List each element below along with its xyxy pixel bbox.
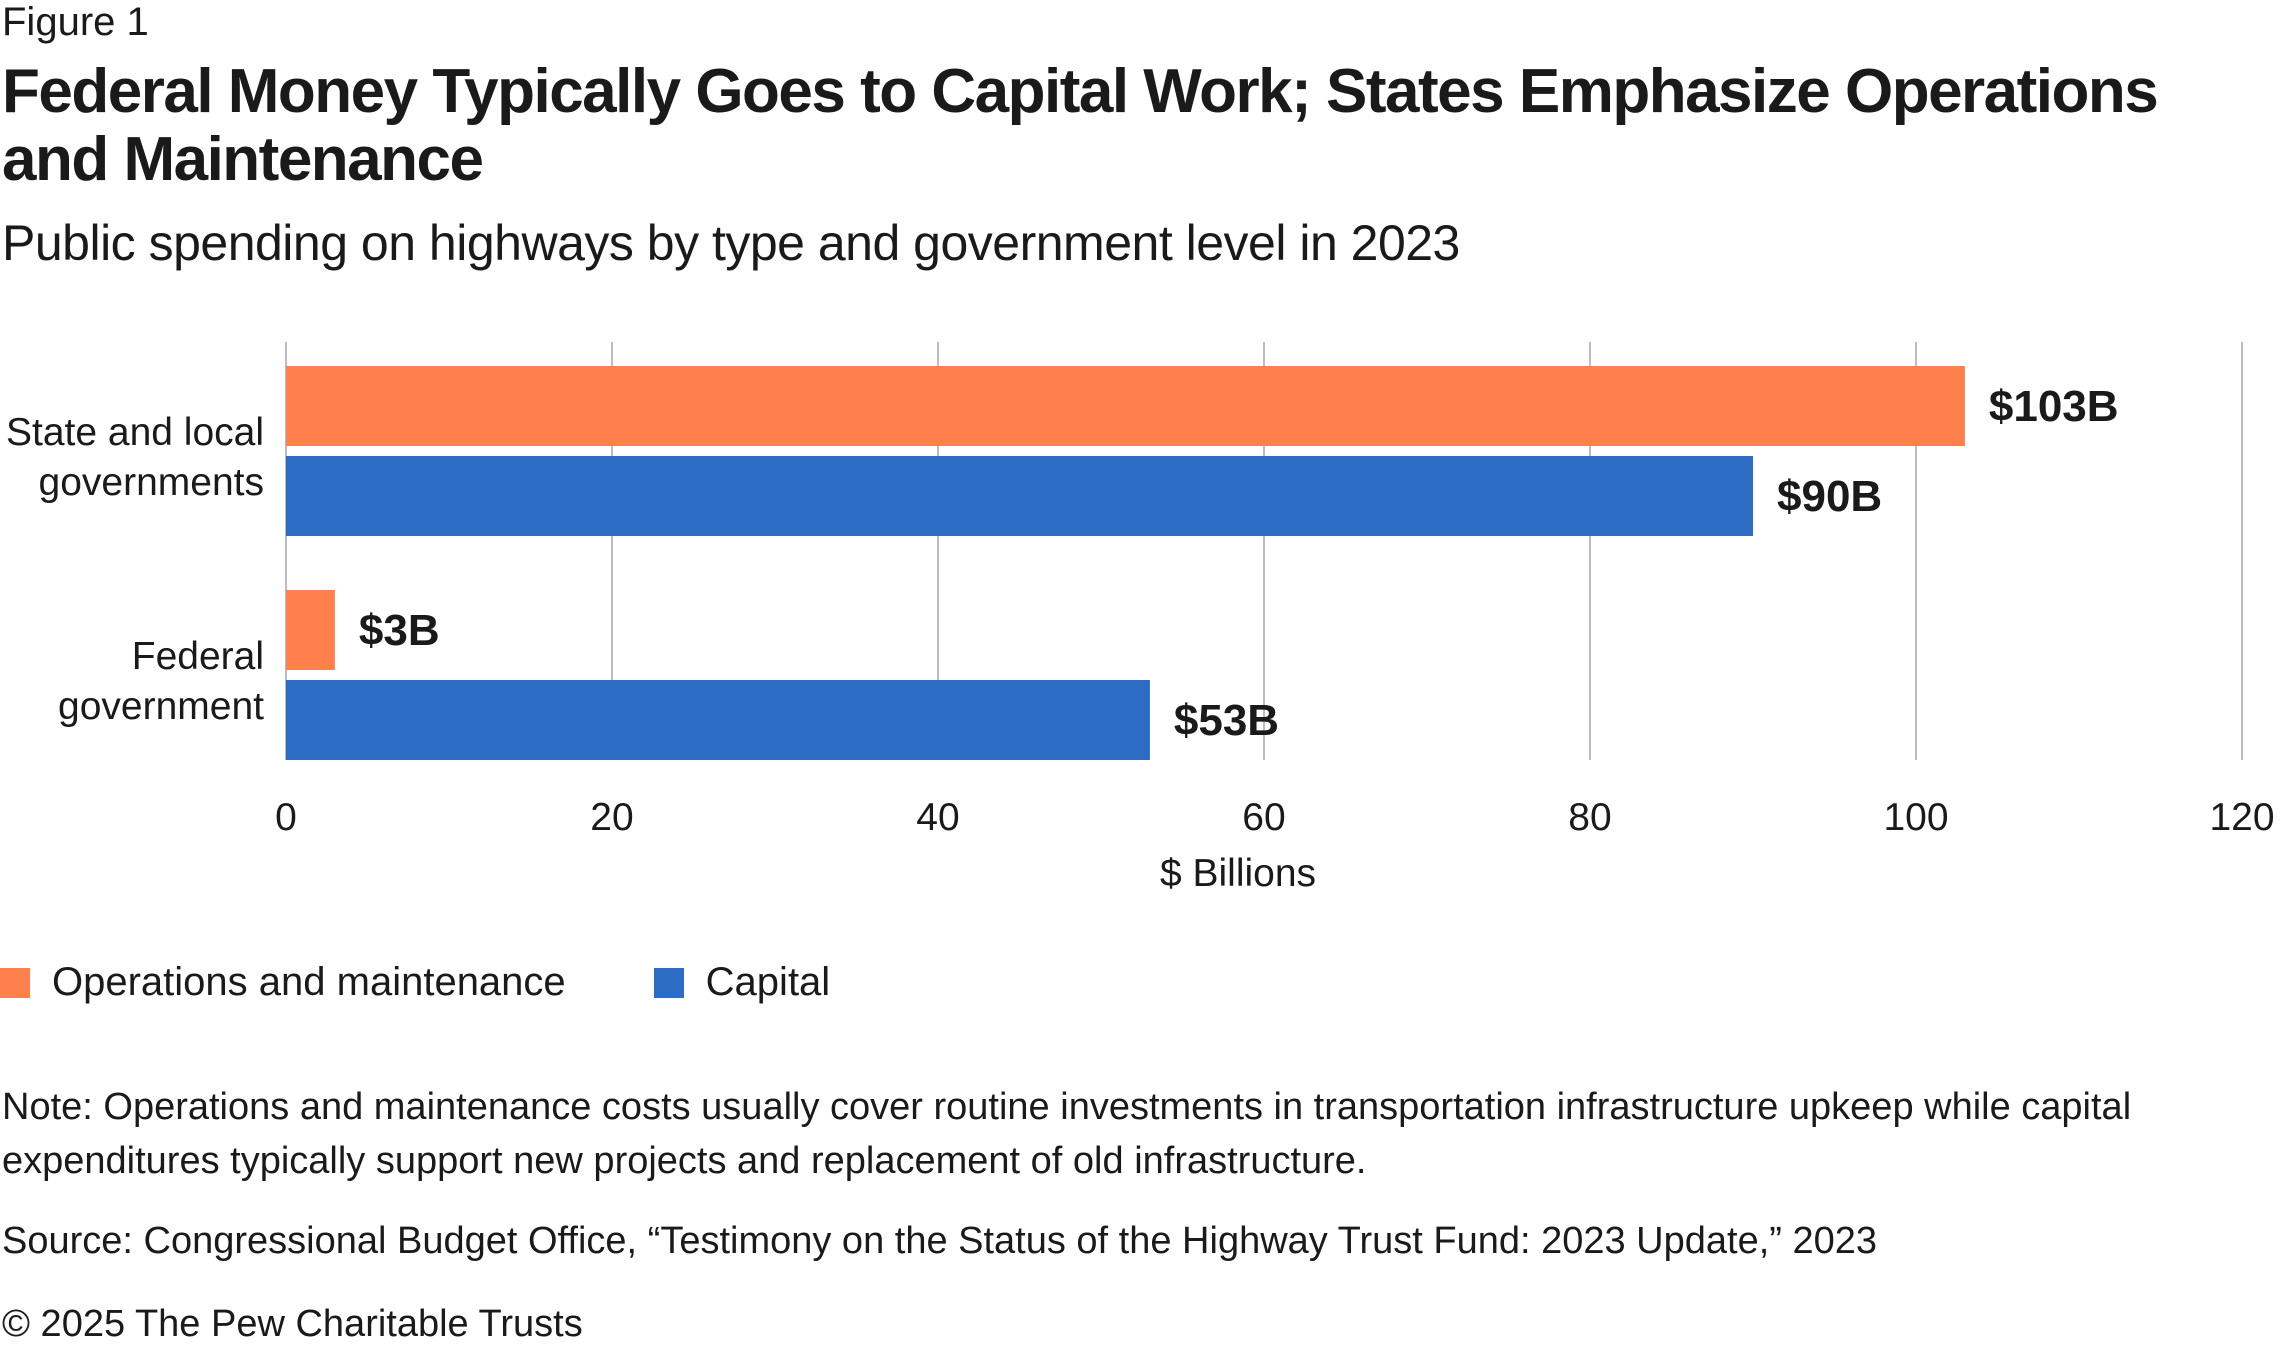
- x-tick-label-0: 0: [275, 796, 297, 839]
- data-label-operations-0: $103B: [1989, 382, 2119, 431]
- legend-label-operations: Operations and maintenance: [52, 960, 566, 1004]
- chart-source: Source: Congressional Budget Office, “Te…: [2, 1220, 1878, 1262]
- x-tick-label-20: 20: [590, 796, 633, 839]
- category-label-0: State and local governments: [6, 411, 264, 504]
- x-tick-label-120: 120: [2209, 796, 2274, 839]
- legend-swatch-operations: [0, 967, 30, 998]
- data-label-capital-0: $90B: [1777, 472, 1882, 521]
- data-labels: $103B $90B $3B $53B: [359, 382, 2119, 745]
- bar-capital-0: [286, 456, 1753, 536]
- legend-item-capital: Capital: [653, 960, 831, 1005]
- data-label-operations-1: $3B: [359, 606, 440, 655]
- bar-capital-1: [286, 680, 1150, 760]
- legend-swatch-capital: [653, 967, 684, 998]
- copyright: © 2025 The Pew Charitable Trusts: [2, 1303, 583, 1345]
- x-tick-label-100: 100: [1883, 796, 1948, 839]
- chart-title: Federal Money Typically Goes to Capital …: [2, 57, 2159, 194]
- x-axis-title: $ Billions: [1160, 852, 1316, 895]
- data-label-capital-1: $53B: [1174, 696, 1279, 745]
- category-labels: State and local governments Federal governm…: [6, 411, 264, 728]
- bar-operations-1: [286, 590, 335, 670]
- x-tick-label-60: 60: [1242, 796, 1285, 839]
- legend-item-operations: Operations and maintenance: [0, 960, 566, 1005]
- chart-note: Note: Operations and maintenance costs u…: [2, 1086, 2132, 1182]
- figure-label: Figure 1: [2, 0, 149, 44]
- category-label-1: Federal government: [58, 635, 264, 728]
- x-tick-label-40: 40: [916, 796, 959, 839]
- legend: Operations and maintenance Capital: [0, 960, 918, 1005]
- bar-operations-0: [286, 366, 1965, 446]
- bars: [286, 366, 1965, 760]
- chart-subtitle: Public spending on highways by type and …: [2, 215, 1460, 271]
- x-tick-label-80: 80: [1568, 796, 1611, 839]
- bar-chart: $103B $90B $3B $53B State and local governme…: [6, 342, 2275, 895]
- x-tick-labels: 0 20 40 60 80 100 120: [275, 796, 2274, 839]
- legend-label-capital: Capital: [705, 960, 831, 1004]
